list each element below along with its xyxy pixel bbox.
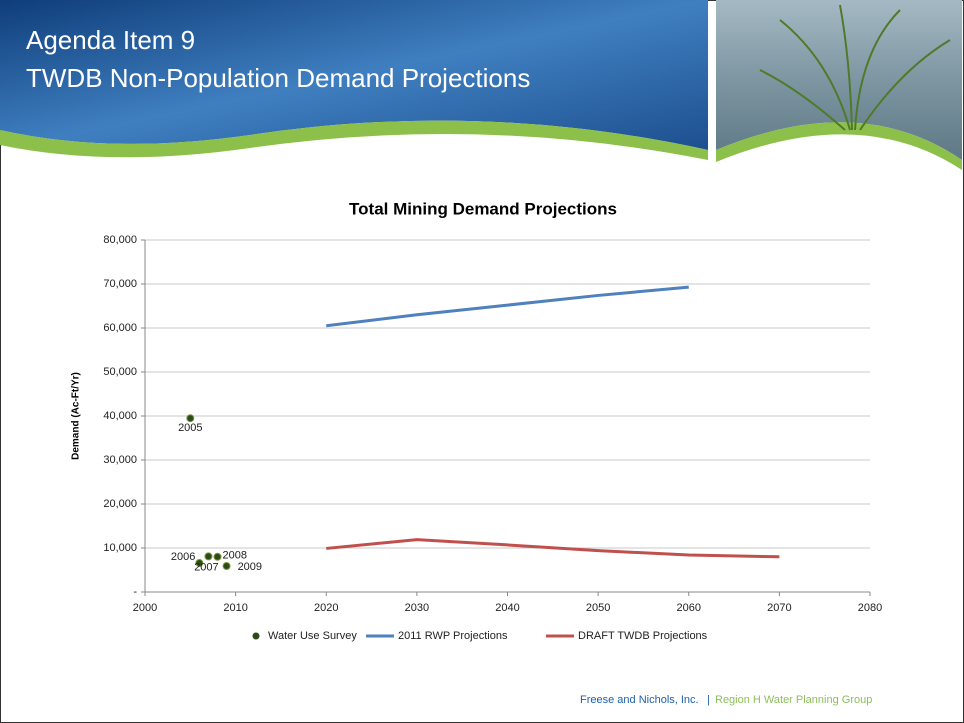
legend-label: Water Use Survey bbox=[268, 630, 357, 642]
photo-stripe bbox=[716, 122, 962, 170]
photo-panel bbox=[716, 0, 962, 160]
x-tick-label: 2050 bbox=[586, 602, 610, 614]
point bbox=[213, 552, 222, 561]
plot: - 10,000 20,000 30,000 40,000 50,000 60,000 70,… bbox=[103, 234, 882, 614]
x-tick-label: 2000 bbox=[133, 602, 157, 614]
legend-label: DRAFT TWDB Projections bbox=[578, 630, 708, 642]
y-tick-label: 10,000 bbox=[103, 542, 137, 554]
y-tick-label: 60,000 bbox=[103, 322, 137, 334]
point-label: 2007 bbox=[194, 561, 218, 573]
legend-marker bbox=[252, 632, 260, 640]
point bbox=[222, 562, 231, 571]
y-tick-label: 80,000 bbox=[103, 234, 137, 246]
y-tick-label: 70,000 bbox=[103, 278, 137, 290]
y-tick-label: 40,000 bbox=[103, 410, 137, 422]
point bbox=[204, 552, 213, 561]
slide-subtitle: TWDB Non-Population Demand Projections bbox=[26, 63, 530, 93]
y-tick-label: - bbox=[133, 586, 137, 598]
header-banner bbox=[0, 0, 708, 150]
point bbox=[186, 414, 195, 423]
point-label: 2008 bbox=[223, 550, 247, 562]
x-tick-label: 2070 bbox=[767, 602, 791, 614]
footer-company: Freese and Nichols, Inc. bbox=[580, 694, 699, 706]
line bbox=[326, 538, 780, 559]
y-tick-label: 50,000 bbox=[103, 366, 137, 378]
point-label: 2005 bbox=[178, 422, 202, 434]
point-label: 2006 bbox=[171, 551, 195, 563]
x-tick-label: 2030 bbox=[405, 602, 429, 614]
x-tick-label: 2060 bbox=[677, 602, 701, 614]
footer-separator: | bbox=[707, 694, 710, 706]
banner-stripe bbox=[0, 120, 708, 160]
slide-title: Agenda Item 9 bbox=[26, 25, 195, 55]
legend-label: 2011 RWP Projections bbox=[398, 630, 508, 642]
y-tick-label: 20,000 bbox=[103, 498, 137, 510]
point bbox=[195, 558, 204, 567]
x-tick-label: 2080 bbox=[858, 602, 882, 614]
grass bbox=[759, 4, 951, 131]
chart-title: Total Mining Demand Projections bbox=[349, 199, 617, 218]
line bbox=[326, 285, 689, 328]
x-tick-label: 2040 bbox=[495, 602, 519, 614]
point-label: 2009 bbox=[238, 561, 262, 573]
legend: Water Use Survey 2011 RWP Projections DRAF… bbox=[252, 630, 708, 642]
x-tick-label: 2010 bbox=[223, 602, 247, 614]
x-tick-label: 2020 bbox=[314, 602, 338, 614]
y-axis-label: Demand (Ac-Ft/Yr) bbox=[71, 372, 82, 460]
footer-group: Region H Water Planning Group bbox=[715, 694, 872, 706]
y-tick-label: 30,000 bbox=[103, 454, 137, 466]
